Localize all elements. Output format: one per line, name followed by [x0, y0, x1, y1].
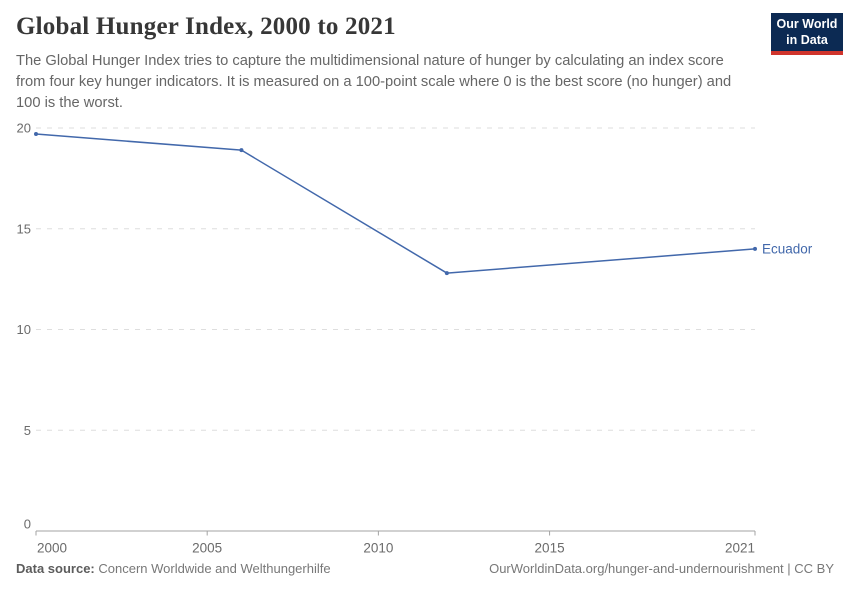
- chart-subtitle: The Global Hunger Index tries to capture…: [16, 53, 732, 111]
- y-tick-label-10: 10: [17, 322, 31, 337]
- owid-logo[interactable]: Our World in Data: [771, 13, 843, 55]
- x-tick-label-2010: 2010: [363, 541, 393, 556]
- logo-line-1: Our World: [776, 16, 838, 31]
- data-point-ecuador-2012[interactable]: [444, 271, 449, 276]
- data-point-ecuador-2000[interactable]: [34, 132, 38, 137]
- data-line-ecuador[interactable]: [35, 133, 756, 274]
- chart-title: Global Hunger Index, 2000 to 2021: [16, 13, 396, 40]
- data-source-value: Concern Worldwide and Welthungerhilfe: [98, 561, 331, 576]
- data-source: Data source: Concern Worldwide and Welth…: [16, 561, 331, 576]
- entity-label-ecuador[interactable]: Ecuador: [762, 241, 813, 256]
- data-source-label: Data source:: [16, 561, 95, 576]
- data-point-ecuador-2006[interactable]: [239, 148, 244, 153]
- x-tick-label-2005: 2005: [192, 541, 222, 556]
- y-tick-label-0: 0: [24, 517, 31, 532]
- y-tick-label-15: 15: [17, 221, 31, 236]
- chart-footer: Data source: Concern Worldwide and Welth…: [16, 561, 834, 576]
- ghi-line-chart[interactable]: 0 5 10 15 20 2000 2005 2010 2015 2021 Ecuador: [0, 115, 850, 560]
- x-tick-label-2000: 2000: [37, 541, 67, 556]
- logo-line-2: in Data: [786, 33, 828, 47]
- data-point-ecuador-2021[interactable]: [753, 246, 757, 251]
- y-tick-label-20: 20: [17, 121, 31, 136]
- y-tick-label-5: 5: [24, 423, 31, 438]
- x-tick-label-2021: 2021: [725, 541, 755, 556]
- credit-link[interactable]: OurWorldinData.org/hunger-and-undernouri…: [489, 561, 834, 576]
- x-tick-label-2015: 2015: [535, 541, 565, 556]
